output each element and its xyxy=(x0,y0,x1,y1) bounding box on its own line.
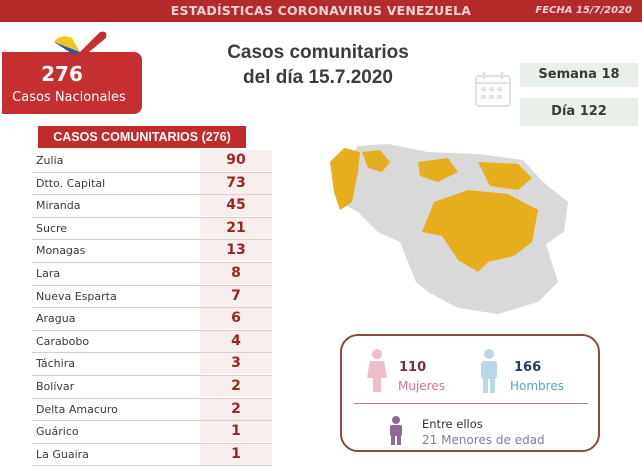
calendar-icon xyxy=(475,72,511,107)
value-cell-bg xyxy=(200,375,272,397)
state-name: Delta Amacuro xyxy=(36,402,118,416)
minors-intro: Entre ellos xyxy=(422,417,483,431)
male-icon xyxy=(481,349,497,393)
value-cell-bg xyxy=(200,217,272,239)
gender-divider xyxy=(354,403,588,404)
state-name: Táchira xyxy=(36,357,75,371)
value-cell-bg xyxy=(200,353,272,375)
case-count: 1 xyxy=(231,423,241,440)
state-name: Carabobo xyxy=(36,334,90,348)
value-cell-bg xyxy=(200,172,272,194)
table-row: Dtto. Capital 73 xyxy=(32,172,272,196)
state-name: Bolívar xyxy=(36,379,75,393)
state-name: Dtto. Capital xyxy=(36,176,106,190)
case-count: 45 xyxy=(226,197,246,214)
gender-breakdown-card: 110 Mujeres 166 Hombres Entre ellos 21 M… xyxy=(340,334,600,452)
table-row: Delta Amacuro 2 xyxy=(32,398,272,422)
table-row: Carabobo 4 xyxy=(32,330,272,354)
value-cell-bg xyxy=(200,285,272,307)
case-count: 7 xyxy=(231,287,241,304)
banner-title: ESTADÍSTICAS CORONAVIRUS VENEZUELA xyxy=(170,3,472,18)
table-row: Miranda 45 xyxy=(32,195,272,218)
value-cell-bg xyxy=(200,240,272,262)
case-count: 21 xyxy=(226,219,246,236)
value-cell-bg xyxy=(200,330,272,352)
table-row: Zulia 90 xyxy=(32,150,272,173)
week-label: Semana 18 xyxy=(520,63,638,87)
top-banner: ESTADÍSTICAS CORONAVIRUS VENEZUELA FECHA… xyxy=(0,0,642,22)
table-row: Bolívar 2 xyxy=(32,375,272,399)
cases-table: Zulia 90 Dtto. Capital 73 Miranda 45 Sucre 21 Mo… xyxy=(32,150,272,467)
value-cell-bg xyxy=(200,262,272,284)
women-count: 110 xyxy=(399,360,427,375)
case-count: 6 xyxy=(231,310,241,327)
value-cell-bg xyxy=(200,398,272,420)
national-cases-card: 276 Casos Nacionales xyxy=(2,52,142,114)
state-name: La Guaira xyxy=(36,447,89,461)
table-row: Táchira 3 xyxy=(32,353,272,376)
map-bolivar xyxy=(422,190,538,272)
case-count: 90 xyxy=(226,152,246,168)
case-count: 2 xyxy=(231,377,241,394)
minors-count: 21 Menores de edad xyxy=(422,433,545,447)
men-count: 166 xyxy=(514,360,542,375)
state-name: Sucre xyxy=(36,221,68,235)
case-count: 3 xyxy=(231,355,241,372)
page-title-line2: del día 15.7.2020 xyxy=(243,67,393,88)
female-icon xyxy=(367,349,387,392)
table-row: Lara 8 xyxy=(32,262,272,286)
table-row: Guárico 1 xyxy=(32,421,272,444)
banner-date: FECHA 15/7/2020 xyxy=(535,5,632,16)
women-label: Mujeres xyxy=(398,379,445,393)
child-icon xyxy=(390,416,402,445)
case-count: 13 xyxy=(226,242,246,259)
page-title: Casos comunitarios del día 15.7.2020 xyxy=(218,40,418,90)
table-row: La Guaira 1 xyxy=(32,443,272,467)
value-cell-bg xyxy=(200,421,272,443)
value-cell-bg xyxy=(200,150,272,171)
page-title-line1: Casos comunitarios xyxy=(227,42,409,63)
table-row: Aragua 6 xyxy=(32,308,272,331)
value-cell-bg xyxy=(200,195,272,217)
table-row: Nueva Esparta 7 xyxy=(32,285,272,309)
table-row: Monagas 13 xyxy=(32,240,272,263)
table-row: Sucre 21 xyxy=(32,217,272,241)
case-count: 2 xyxy=(231,400,241,417)
state-name: Guárico xyxy=(36,425,79,439)
value-cell-bg xyxy=(200,443,272,465)
state-name: Miranda xyxy=(36,199,81,213)
case-count: 8 xyxy=(231,264,241,281)
day-label: Día 122 xyxy=(520,98,638,126)
case-count: 1 xyxy=(231,445,241,462)
national-cases-label: Casos Nacionales xyxy=(12,90,126,105)
state-name: Nueva Esparta xyxy=(36,289,117,303)
venezuela-map xyxy=(330,144,568,314)
map-east xyxy=(478,162,532,190)
map-center xyxy=(418,158,458,182)
cases-table-header: CASOS COMUNITARIOS (276) xyxy=(38,126,246,148)
state-name: Zulia xyxy=(36,154,64,167)
national-cases-count: 276 xyxy=(41,62,83,86)
case-count: 73 xyxy=(226,174,246,191)
venezuela-heart-icon xyxy=(54,31,107,56)
case-count: 4 xyxy=(231,332,241,349)
men-label: Hombres xyxy=(510,379,564,393)
state-name: Lara xyxy=(36,266,61,280)
value-cell-bg xyxy=(200,308,272,330)
map-falcon-lara xyxy=(362,150,390,172)
state-name: Monagas xyxy=(36,244,86,258)
state-name: Aragua xyxy=(36,312,76,326)
map-zulia xyxy=(330,148,360,210)
